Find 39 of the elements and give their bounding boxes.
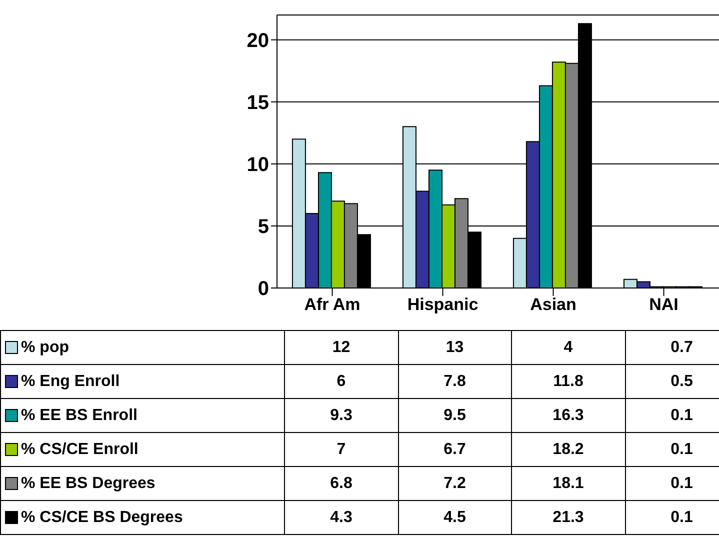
data-label: 0.1 <box>625 398 719 432</box>
y-tick-label: 20 <box>246 30 269 52</box>
data-label: 4 <box>512 330 625 364</box>
data-label: 9.5 <box>398 398 512 432</box>
data-label: 11.8 <box>512 364 625 398</box>
data-label: 21.3 <box>512 500 625 534</box>
data-label: 9.3 <box>284 398 398 432</box>
data-label: 13 <box>398 330 512 364</box>
data-label: 0.1 <box>625 466 719 500</box>
data-label: 12 <box>284 330 398 364</box>
data-label: 7.8 <box>398 364 512 398</box>
y-tick-label: 0 <box>258 278 269 300</box>
data-label: 6.8 <box>284 466 398 500</box>
x-tick-label: Hispanic <box>407 295 478 314</box>
data-label: 0.1 <box>625 500 719 534</box>
legend-label: % EE BS Enroll <box>21 406 138 424</box>
x-tick-label: NAI <box>649 295 678 314</box>
x-tick-label: Afr Am <box>304 295 360 314</box>
data-label: 18.1 <box>512 466 625 500</box>
y-tick-label: 5 <box>258 216 269 238</box>
legend-label: % CS/CE BS Degrees <box>21 508 183 526</box>
legend-label: % EE BS Degrees <box>21 474 156 492</box>
data-label: 16.3 <box>512 398 625 432</box>
data-label: 0.5 <box>625 364 719 398</box>
data-label: 6 <box>284 364 398 398</box>
data-label: 7.2 <box>398 466 512 500</box>
data-label: 18.2 <box>512 432 625 466</box>
y-tick-label: 10 <box>246 154 269 176</box>
data-label: 0.7 <box>625 330 719 364</box>
data-label: 0.1 <box>625 432 719 466</box>
data-label: 7 <box>284 432 398 466</box>
legend-label: % CS/CE Enroll <box>21 440 138 458</box>
legend-label: % pop <box>21 338 69 356</box>
legend-label: % Eng Enroll <box>21 372 120 390</box>
y-tick-label: 15 <box>246 92 269 114</box>
x-tick-label: Asian <box>530 295 576 314</box>
data-label: 4.3 <box>284 500 398 534</box>
data-label: 6.7 <box>398 432 512 466</box>
data-label: 4.5 <box>398 500 512 534</box>
